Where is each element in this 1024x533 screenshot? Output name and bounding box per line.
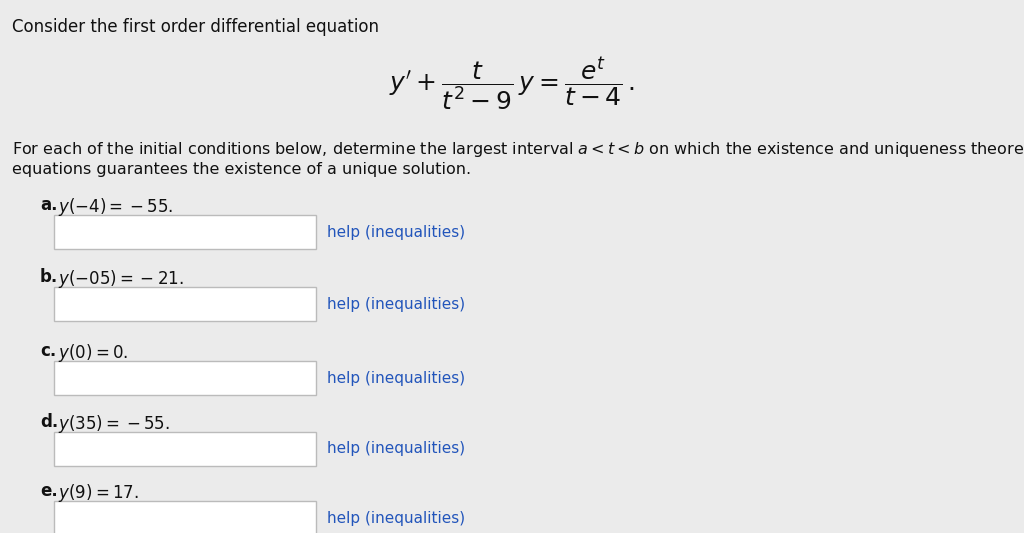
Text: For each of the initial conditions below, determine the largest interval $a < t : For each of the initial conditions below…: [12, 140, 1024, 159]
Text: help (inequalities): help (inequalities): [327, 441, 465, 456]
Text: $\mathit{y}(-4) = -55.$: $\mathit{y}(-4) = -55.$: [58, 196, 173, 218]
Text: c.: c.: [40, 342, 56, 360]
Text: $\mathit{y}(-05) = -21.$: $\mathit{y}(-05) = -21.$: [58, 268, 183, 290]
Text: a.: a.: [40, 196, 57, 214]
Text: help (inequalities): help (inequalities): [327, 296, 465, 311]
Text: b.: b.: [40, 268, 58, 286]
FancyBboxPatch shape: [54, 432, 316, 466]
Text: help (inequalities): help (inequalities): [327, 224, 465, 239]
Text: $\mathit{y}(35) = -55.$: $\mathit{y}(35) = -55.$: [58, 413, 170, 435]
FancyBboxPatch shape: [54, 501, 316, 533]
Text: $\mathit{y}(9) = 17.$: $\mathit{y}(9) = 17.$: [58, 482, 139, 504]
Text: e.: e.: [40, 482, 57, 500]
FancyBboxPatch shape: [54, 287, 316, 321]
Text: Consider the first order differential equation: Consider the first order differential eq…: [12, 18, 379, 36]
FancyBboxPatch shape: [54, 215, 316, 249]
Text: equations guarantees the existence of a unique solution.: equations guarantees the existence of a …: [12, 162, 471, 177]
FancyBboxPatch shape: [54, 361, 316, 395]
Text: help (inequalities): help (inequalities): [327, 511, 465, 526]
Text: $\mathit{y}(0) = 0.$: $\mathit{y}(0) = 0.$: [58, 342, 128, 364]
Text: $\mathit{y}' + \dfrac{t}{t^2 - 9}\,\mathit{y} = \dfrac{e^t}{t - 4}\,.$: $\mathit{y}' + \dfrac{t}{t^2 - 9}\,\math…: [389, 55, 635, 111]
Text: help (inequalities): help (inequalities): [327, 370, 465, 385]
Text: d.: d.: [40, 413, 58, 431]
